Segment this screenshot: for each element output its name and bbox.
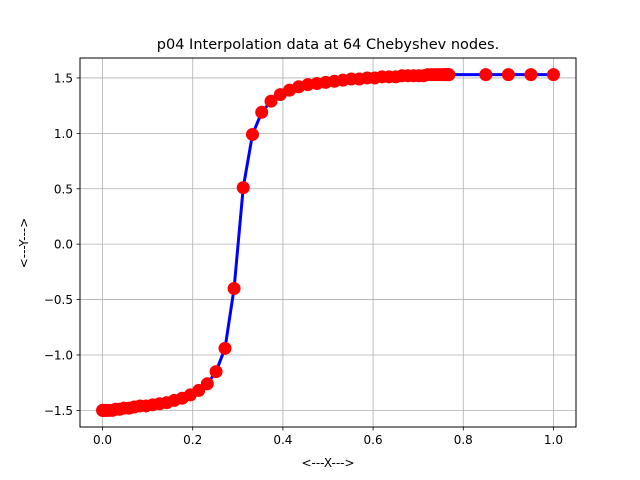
data-point: [524, 68, 538, 82]
y-tick-label: 0.5: [54, 182, 73, 196]
plot-series: [96, 68, 560, 417]
x-tick-label: 0.2: [183, 433, 202, 447]
x-tick-label: 0.4: [273, 433, 292, 447]
data-point: [479, 68, 493, 82]
data-point: [442, 68, 456, 82]
axis-ticks: 0.0 0.2 0.4 0.6 0.8 1.0 −1.5 −1.0 −0.5 0.0 0.5 1.0 1…: [44, 71, 563, 447]
y-tick-label: 1.0: [54, 127, 73, 141]
data-point: [209, 365, 223, 379]
data-point: [236, 181, 250, 195]
data-point: [546, 68, 560, 82]
plot-frame: [79, 57, 577, 428]
data-point: [245, 127, 259, 141]
y-tick-label: −1.0: [44, 348, 73, 362]
y-tick-label: −1.5: [44, 404, 73, 418]
data-point: [501, 68, 515, 82]
data-point: [255, 105, 269, 119]
x-tick-label: 1.0: [544, 433, 563, 447]
data-point: [200, 377, 214, 391]
x-tick-label: 0.8: [454, 433, 473, 447]
y-tick-label: −0.5: [44, 293, 73, 307]
y-axis-label: <---Y--->: [17, 218, 31, 269]
data-point: [264, 94, 278, 108]
y-tick-label: 0.0: [54, 238, 73, 252]
data-point: [218, 341, 232, 355]
y-tick-label: 1.5: [54, 71, 73, 85]
x-tick-label: 0.0: [93, 433, 112, 447]
x-axis-label: <---X--->: [301, 456, 354, 470]
x-tick-label: 0.6: [364, 433, 383, 447]
chart-title: p04 Interpolation data at 64 Chebyshev n…: [157, 37, 499, 53]
data-point: [227, 281, 241, 295]
